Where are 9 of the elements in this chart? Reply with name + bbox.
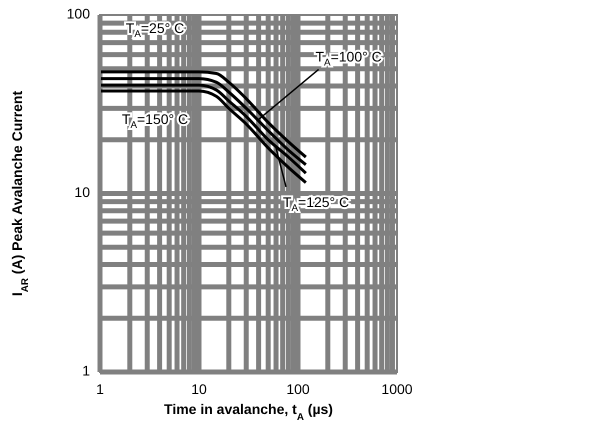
x-axis-title: Time in avalanche, t$_{A}$ (µs) [164,401,333,422]
y-tick-label: 1 [82,362,90,379]
x-tick-label: 1 [96,381,104,397]
x-tick-label: 100 [286,381,310,397]
annotation: T$_{A}$=25° C [126,20,184,40]
y-tick-label: 10 [74,184,90,200]
x-tick-label: 1000 [381,381,413,397]
x-tick-label: 10 [191,381,207,397]
y-tick-label: 100 [66,6,90,22]
